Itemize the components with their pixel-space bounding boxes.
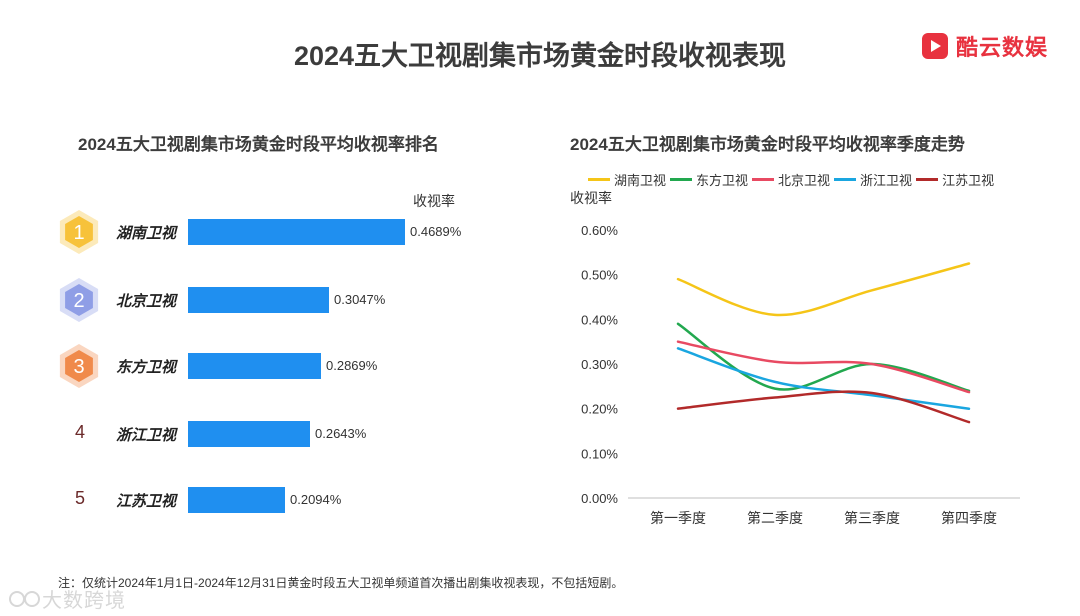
rating-bar xyxy=(188,353,321,379)
rank-badge-icon: 1 xyxy=(59,210,99,254)
legend-swatch xyxy=(752,178,775,181)
ranking-row: 2 北京卫视 0.3047% xyxy=(0,278,540,322)
y-tick-label: 0.00% xyxy=(581,491,618,506)
legend-item: 北京卫视 xyxy=(752,170,830,189)
rating-value: 0.3047% xyxy=(334,292,386,307)
channel-name: 北京卫视 xyxy=(116,293,177,310)
trend-subtitle: 2024五大卫视剧集市场黄金时段平均收视率季度走势 xyxy=(570,135,965,154)
footnote: 注：仅统计2024年1月1日-2024年12月31日黄金时段五大卫视单频道首次播… xyxy=(58,576,624,590)
watermark-logo-icon xyxy=(9,590,40,607)
brand-logo-icon xyxy=(921,33,948,59)
channel-name: 浙江卫视 xyxy=(116,427,177,444)
y-tick-label: 0.10% xyxy=(581,446,618,461)
watermark: 大数跨境 xyxy=(8,584,126,613)
legend-label: 江苏卫视 xyxy=(942,173,995,188)
legend-swatch xyxy=(834,178,857,181)
rating-bar xyxy=(188,287,329,313)
rating-value: 0.4689% xyxy=(410,224,462,239)
legend-item: 湖南卫视 xyxy=(588,170,666,189)
y-tick-label: 0.50% xyxy=(581,268,618,283)
rank-number: 5 xyxy=(74,488,85,508)
legend-swatch xyxy=(916,178,939,181)
rating-value: 0.2869% xyxy=(326,358,378,373)
rating-bar xyxy=(188,219,405,245)
rating-column-header: 收视率 xyxy=(413,193,455,209)
ranking-row: 4 浙江卫视 0.2643% xyxy=(0,414,540,454)
legend-swatch xyxy=(588,178,610,181)
series-line xyxy=(676,340,971,394)
rating-bar xyxy=(188,487,285,513)
rank-badge-icon: 2 xyxy=(59,278,99,322)
rank-number: 1 xyxy=(73,222,84,244)
x-tick-label: 第二季度 xyxy=(747,510,803,526)
ranking-row: 5 江苏卫视 0.2094% xyxy=(0,480,540,520)
y-tick-label: 0.40% xyxy=(581,312,618,327)
legend-item: 浙江卫视 xyxy=(834,170,912,189)
watermark-text: 大数跨境 xyxy=(42,590,126,612)
brand: 酷云数娱 xyxy=(921,30,1048,62)
channel-name: 东方卫视 xyxy=(116,359,177,376)
legend-item: 东方卫视 xyxy=(670,170,748,189)
rating-value: 0.2094% xyxy=(290,492,342,507)
series-line xyxy=(676,390,971,424)
ranking-row: 3 东方卫视 0.2869% xyxy=(0,344,540,388)
x-tick-label: 第一季度 xyxy=(650,510,706,526)
y-axis-label: 收视率 xyxy=(570,190,612,206)
ranking-row: 1 湖南卫视 0.4689% xyxy=(0,210,540,254)
legend-label: 浙江卫视 xyxy=(860,173,913,188)
legend-item: 江苏卫视 xyxy=(916,170,994,189)
page-title: 2024五大卫视剧集市场黄金时段收视表现 xyxy=(293,41,787,71)
rating-value: 0.2643% xyxy=(315,426,367,441)
y-tick-label: 0.30% xyxy=(581,357,618,372)
legend-swatch xyxy=(670,178,693,181)
legend-label: 东方卫视 xyxy=(696,173,749,188)
rating-bar xyxy=(188,421,310,447)
y-tick-label: 0.20% xyxy=(581,402,618,417)
brand-name: 酷云数娱 xyxy=(955,35,1048,60)
chart-legend: 湖南卫视 东方卫视 北京卫视 浙江卫视 江苏卫视 xyxy=(588,170,998,189)
rank-number: 2 xyxy=(73,290,84,312)
rank-badge-icon: 3 xyxy=(59,344,99,388)
ranking-subtitle: 2024五大卫视剧集市场黄金时段平均收视率排名 xyxy=(78,135,439,154)
series-line xyxy=(676,262,971,317)
series-line xyxy=(676,347,971,410)
legend-label: 北京卫视 xyxy=(778,173,831,188)
x-tick-label: 第四季度 xyxy=(941,510,997,526)
channel-name: 湖南卫视 xyxy=(116,225,177,242)
rank-number: 3 xyxy=(73,356,84,378)
rank-number: 4 xyxy=(74,422,85,442)
legend-label: 湖南卫视 xyxy=(614,173,667,188)
series-line xyxy=(676,322,971,393)
y-tick-label: 0.60% xyxy=(581,223,618,238)
channel-name: 江苏卫视 xyxy=(116,493,177,510)
x-tick-label: 第三季度 xyxy=(844,510,900,526)
